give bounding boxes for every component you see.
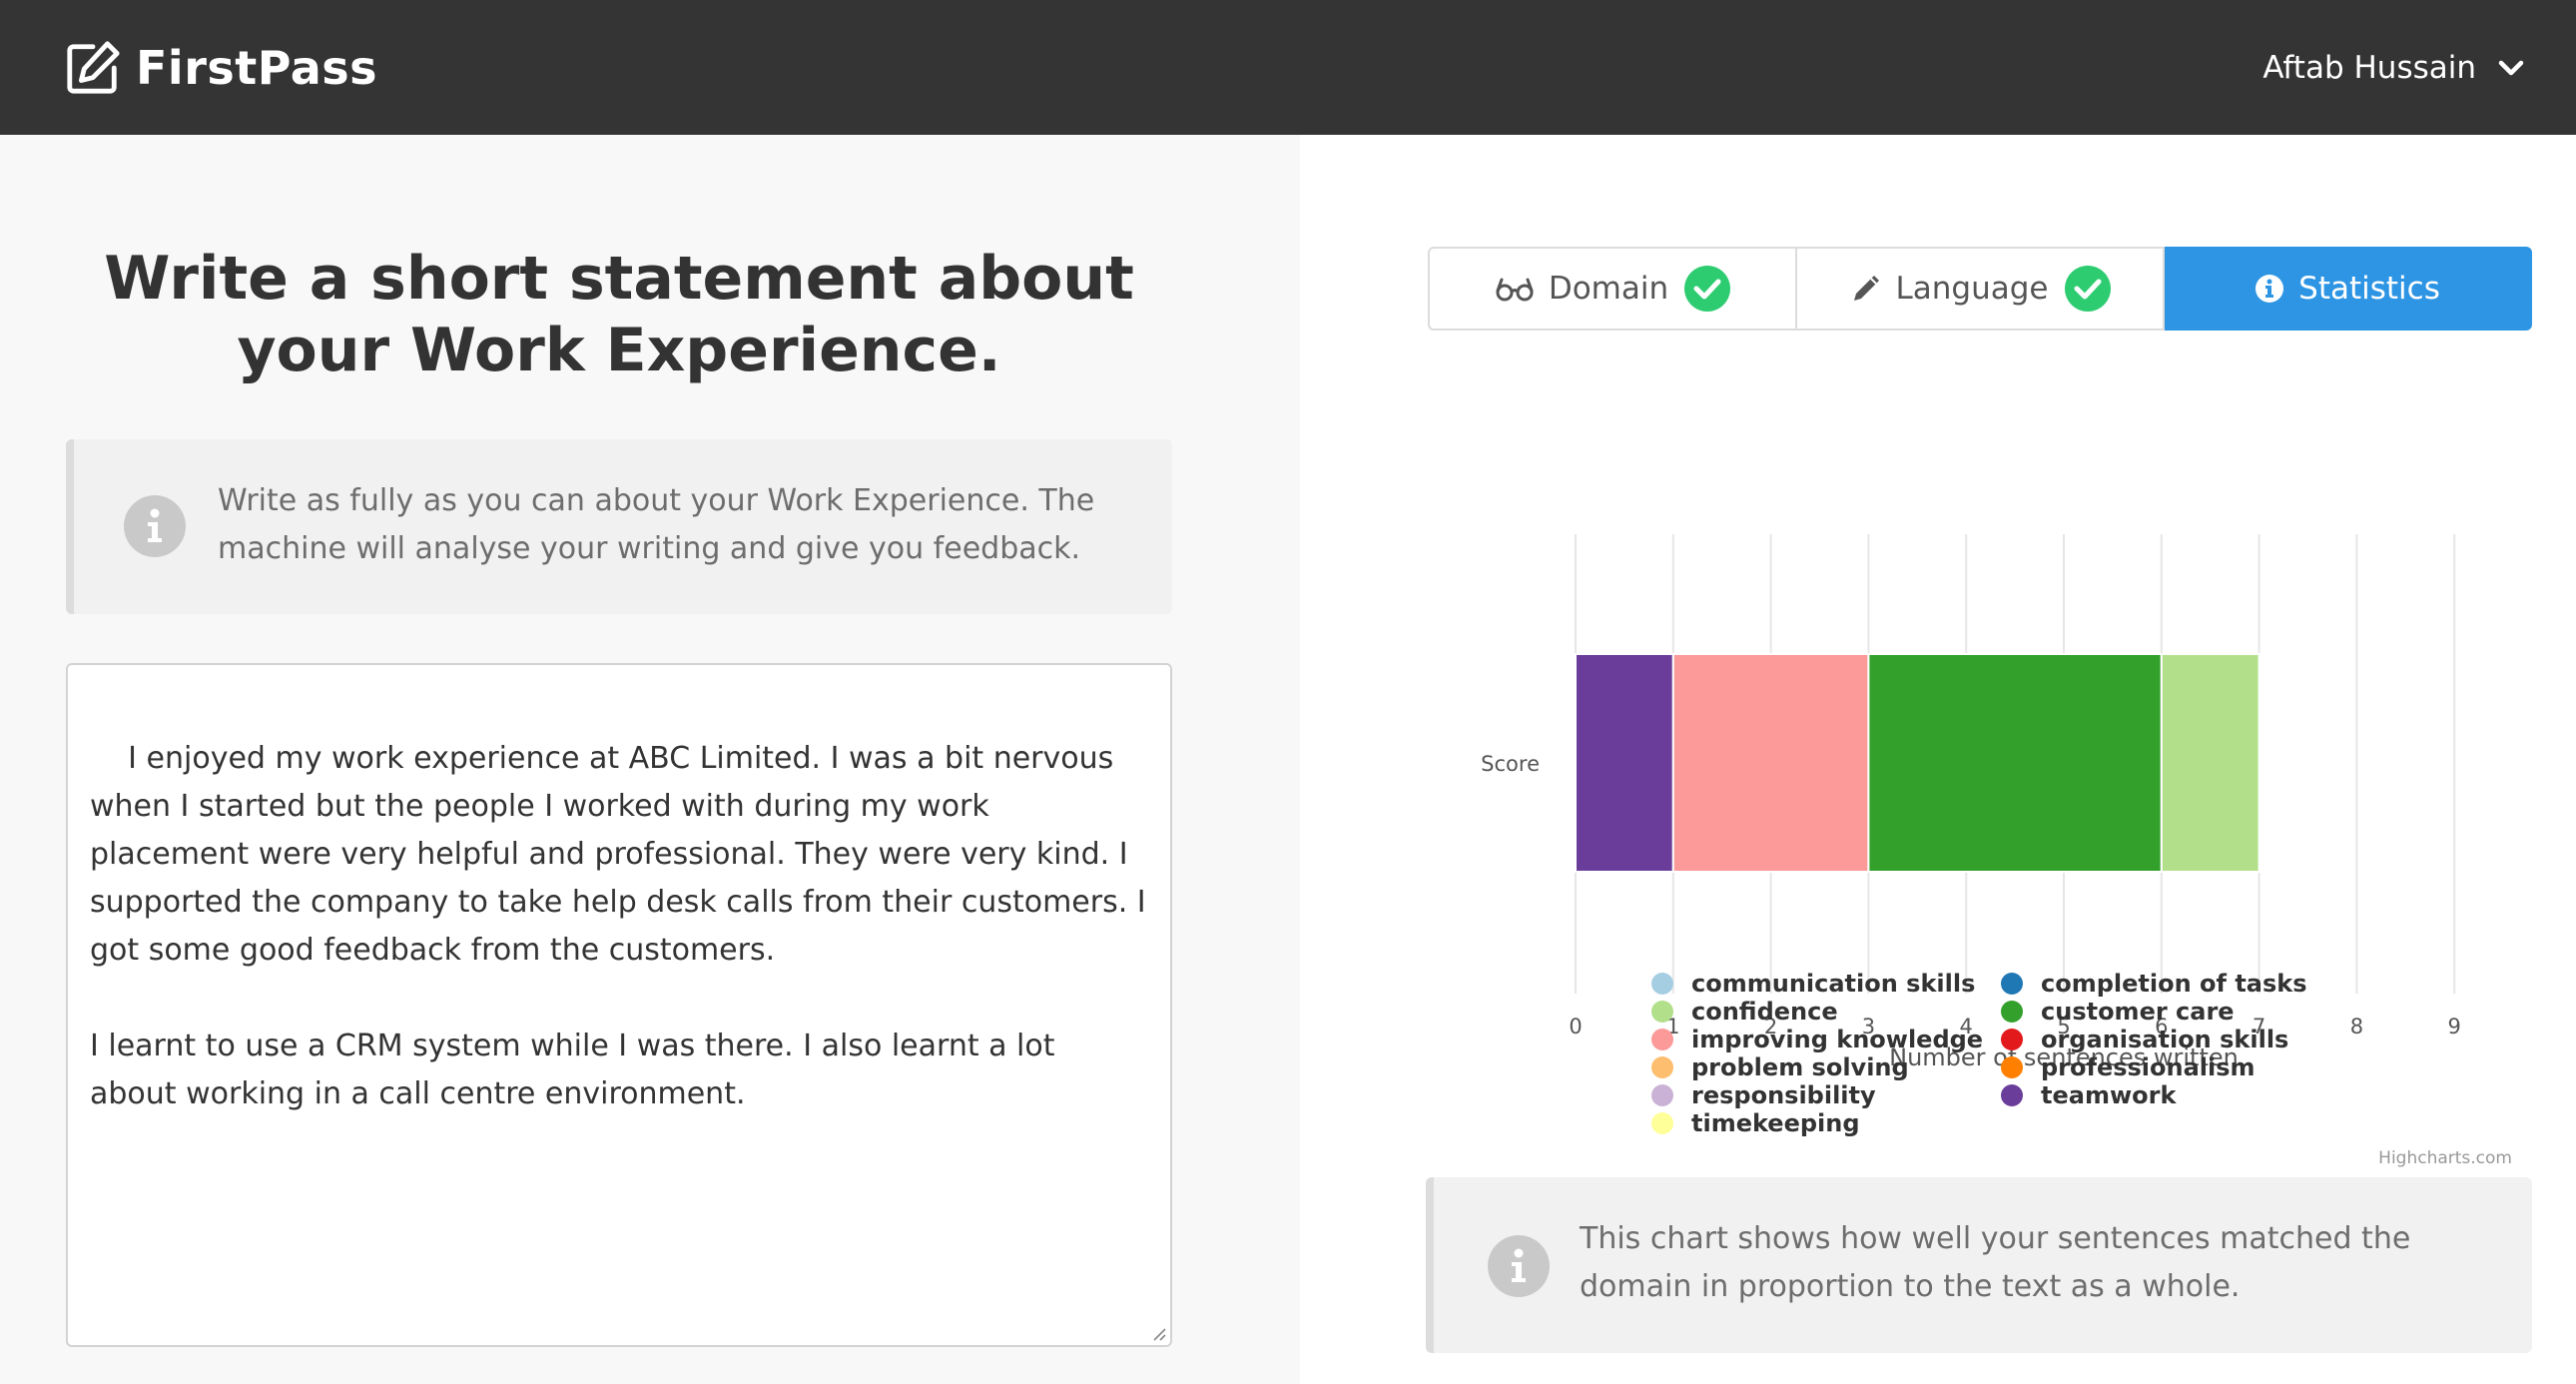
bar-segment-improving-knowledge — [1671, 653, 1870, 873]
legend-label: timekeeping — [1691, 1109, 1860, 1137]
feedback-tabs: Domain Language — [1428, 247, 2532, 331]
x-tick-label: 9 — [2448, 1015, 2461, 1038]
legend-label: customer care — [2041, 998, 2235, 1026]
resize-handle-icon[interactable] — [1150, 1325, 1166, 1341]
legend-item[interactable]: responsibility — [1651, 1081, 2001, 1109]
top-navbar: FirstPass Aftab Hussain — [0, 0, 2576, 135]
bar-segment-teamwork — [1575, 653, 1674, 873]
user-name: Aftab Hussain — [2262, 50, 2476, 86]
legend-label: communication skills — [1691, 970, 1976, 998]
bar-segment-customer-care — [1867, 653, 2163, 873]
legend-column: communication skills confidence improving … — [1651, 970, 2001, 1137]
tab-domain-label: Domain — [1548, 271, 1669, 307]
check-icon — [2064, 266, 2111, 312]
legend-item[interactable]: teamwork — [2001, 1081, 2350, 1109]
instructions-text: Write as fully as you can about your Wor… — [218, 483, 1095, 566]
essay-textarea[interactable]: I enjoyed my work experience at ABC Limi… — [66, 663, 1172, 1347]
legend-swatch — [1651, 1112, 1673, 1134]
legend-swatch — [2001, 1001, 2023, 1023]
legend-swatch — [1651, 1001, 1673, 1023]
writing-panel: Write a short statement about your Work … — [0, 135, 1300, 1384]
pencil-icon — [1850, 273, 1882, 305]
tab-language[interactable]: Language — [1797, 247, 2165, 331]
x-tick-label: 5 — [2057, 1015, 2070, 1038]
tab-statistics[interactable]: Statistics — [2165, 247, 2532, 331]
legend-swatch — [1651, 973, 1673, 995]
brand-name: FirstPass — [136, 41, 378, 95]
x-tick-label: 4 — [1960, 1015, 1973, 1038]
chart-info-text: This chart shows how well your sentences… — [1580, 1221, 2411, 1304]
x-tick-label: 6 — [2155, 1015, 2168, 1038]
legend-item[interactable]: organisation skills — [2001, 1026, 2350, 1053]
essay-text: I enjoyed my work experience at ABC Limi… — [90, 741, 1146, 1111]
info-icon — [124, 495, 186, 557]
legend-label: responsibility — [1691, 1081, 1876, 1109]
user-menu[interactable]: Aftab Hussain — [2262, 38, 2524, 98]
y-category-label: Score — [1481, 752, 1540, 776]
legend-column: completion of tasks customer care organisa… — [2001, 970, 2350, 1137]
legend-item[interactable]: professionalism — [2001, 1053, 2350, 1081]
info-icon — [1488, 1235, 1550, 1297]
legend-swatch — [2001, 1029, 2023, 1050]
info-icon — [2254, 274, 2284, 304]
instructions-box: Write as fully as you can about your Wor… — [66, 439, 1172, 614]
legend-item[interactable]: timekeeping — [1651, 1109, 2001, 1137]
legend-item[interactable]: completion of tasks — [2001, 970, 2350, 998]
legend-item[interactable]: confidence — [1651, 998, 2001, 1026]
legend-label: teamwork — [2041, 1081, 2177, 1109]
chart-legend: communication skills confidence improving … — [1651, 970, 2350, 1137]
x-tick-label: 8 — [2350, 1015, 2363, 1038]
legend-swatch — [2001, 973, 2023, 995]
x-tick-label: 3 — [1862, 1015, 1875, 1038]
x-tick-label: 0 — [1569, 1015, 1582, 1038]
legend-swatch — [1651, 1084, 1673, 1106]
brand[interactable]: FirstPass — [64, 28, 377, 108]
legend-label: improving knowledge — [1691, 1026, 1984, 1053]
x-axis-title: Number of sentences written — [1889, 1043, 2239, 1071]
page-title: Write a short statement about your Work … — [104, 244, 1134, 385]
legend-swatch — [1651, 1029, 1673, 1050]
tab-domain[interactable]: Domain — [1428, 247, 1797, 331]
legend-item[interactable]: customer care — [2001, 998, 2350, 1026]
chart-credits[interactable]: Highcharts.com — [2378, 1148, 2512, 1168]
legend-item[interactable]: improving knowledge — [1651, 1026, 2001, 1053]
legend-label: professionalism — [2041, 1053, 2255, 1081]
legend-swatch — [2001, 1056, 2023, 1078]
legend-label: completion of tasks — [2041, 970, 2307, 998]
check-icon — [1684, 266, 1731, 312]
legend-item[interactable]: communication skills — [1651, 970, 2001, 998]
legend-label: problem solving — [1691, 1053, 1909, 1081]
stacked-bar-chart: 012345678910ScoreNumber of sentences wri… — [1481, 534, 2461, 1071]
feedback-panel: Domain Language — [1300, 135, 2576, 1384]
edit-icon — [67, 41, 120, 94]
x-tick-label: 2 — [1764, 1015, 1777, 1038]
tab-language-label: Language — [1895, 271, 2049, 307]
chart-info-box: This chart shows how well your sentences… — [1426, 1177, 2532, 1353]
legend-item[interactable]: problem solving — [1651, 1053, 2001, 1081]
bar-segment-confidence — [2160, 653, 2260, 873]
glasses-icon — [1495, 275, 1535, 303]
chevron-down-icon — [2498, 60, 2524, 76]
legend-swatch — [1651, 1056, 1673, 1078]
x-tick-label: 7 — [2253, 1015, 2265, 1038]
tab-statistics-label: Statistics — [2298, 271, 2440, 307]
legend-label: organisation skills — [2041, 1026, 2289, 1053]
legend-label: confidence — [1691, 998, 1838, 1026]
legend-swatch — [2001, 1084, 2023, 1106]
